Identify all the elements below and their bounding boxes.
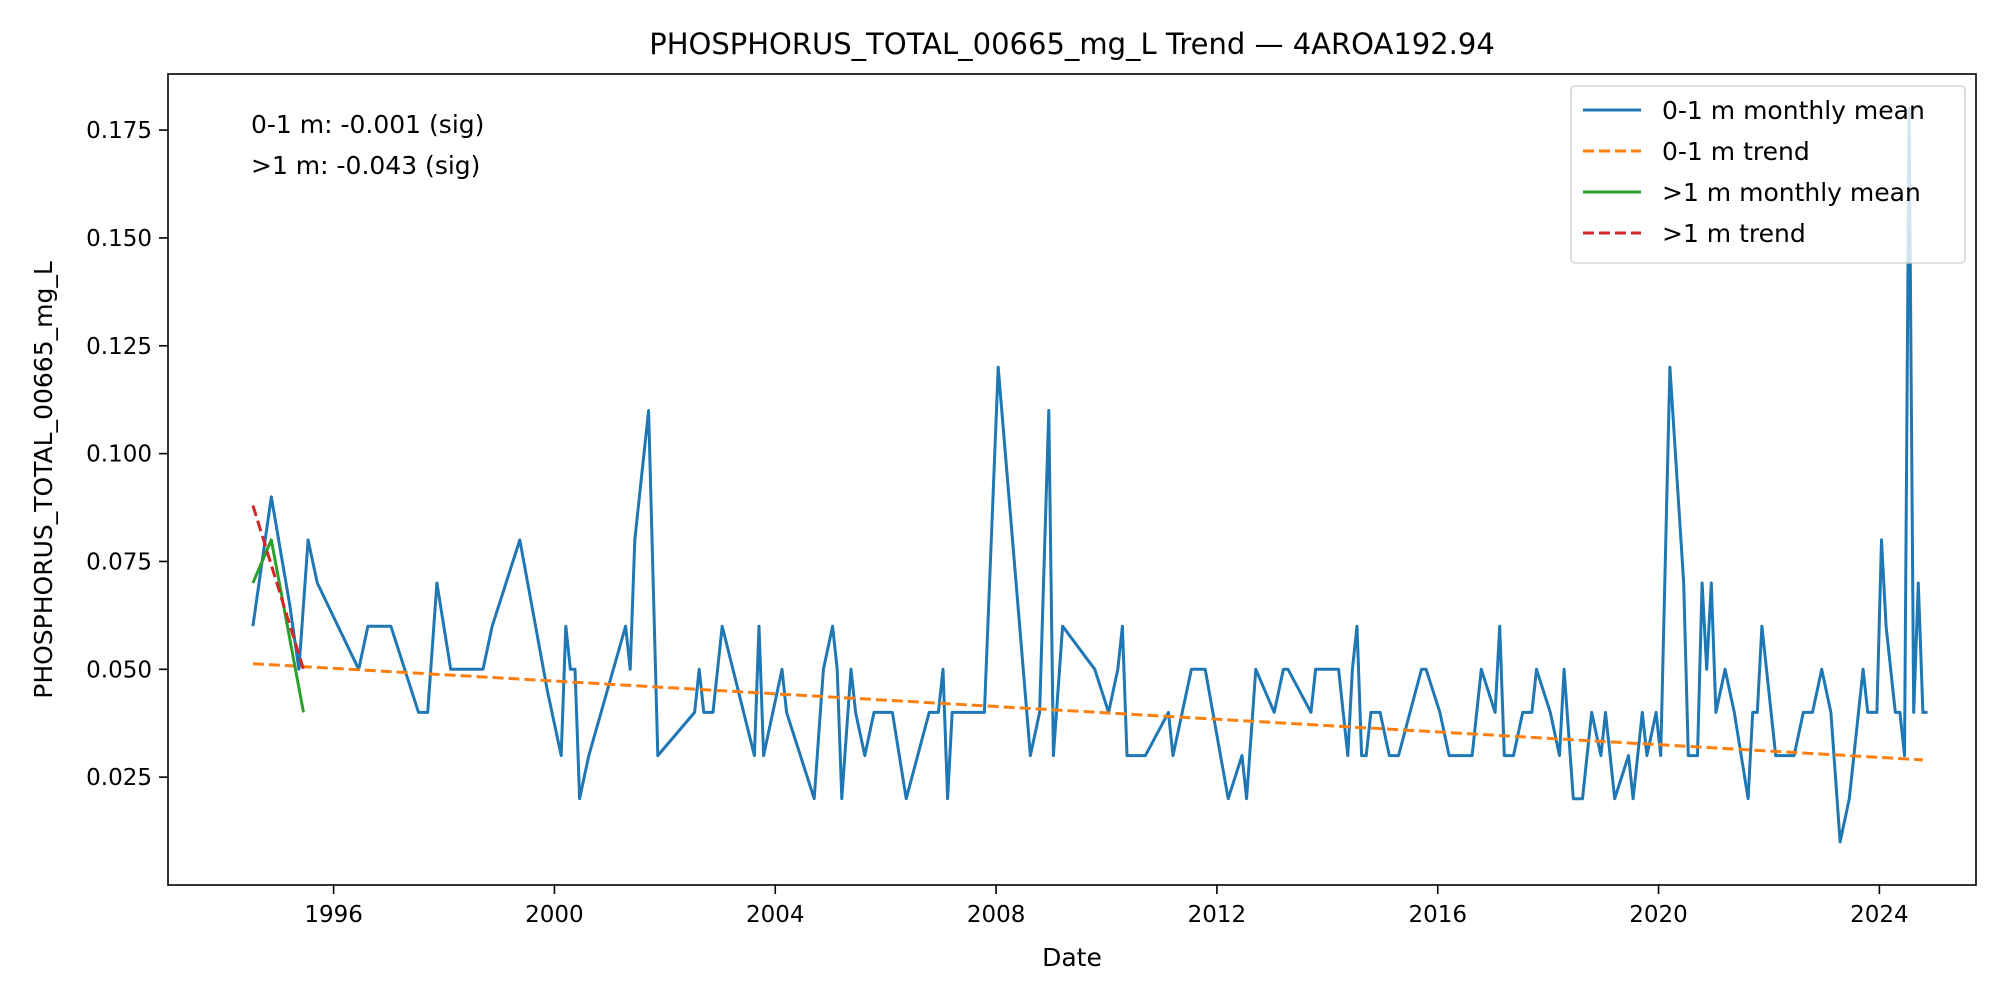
annotation-deep-slope: >1 m: -0.043 (sig) xyxy=(251,151,480,180)
y-axis-ticks: 0.025 0.050 0.075 0.100 0.125 0.150 0.175 xyxy=(86,118,168,791)
x-tick-label: 2024 xyxy=(1850,902,1909,928)
y-tick-label: 0.175 xyxy=(86,118,152,144)
series-line-0-1-m-trend xyxy=(252,662,1923,762)
x-tick-label: 2004 xyxy=(746,902,805,928)
y-axis-label: PHOSPHORUS_TOTAL_00665_mg_L xyxy=(29,261,58,699)
y-tick-label: 0.150 xyxy=(86,226,152,252)
x-tick-label: 2016 xyxy=(1408,902,1467,928)
annotation-surface-slope: 0-1 m: -0.001 (sig) xyxy=(251,110,484,139)
y-tick-label: 0.100 xyxy=(86,442,152,468)
legend-label: >1 m trend xyxy=(1662,219,1806,248)
chart-title: PHOSPHORUS_TOTAL_00665_mg_L Trend — 4ARO… xyxy=(649,27,1495,61)
series-line-1-m-monthly-mean xyxy=(251,538,305,713)
legend-label: 0-1 m monthly mean xyxy=(1662,96,1925,125)
plot-series xyxy=(251,107,1928,844)
x-tick-label: 2008 xyxy=(967,902,1026,928)
y-tick-label: 0.125 xyxy=(86,334,152,360)
y-tick-label: 0.075 xyxy=(86,549,152,575)
y-tick-label: 0.025 xyxy=(86,765,152,791)
plot-frame xyxy=(167,73,1977,886)
legend-label: >1 m monthly mean xyxy=(1662,178,1921,207)
x-tick-label: 2020 xyxy=(1629,902,1688,928)
series-line-1-m-trend xyxy=(251,504,305,670)
x-tick-label: 2012 xyxy=(1188,902,1247,928)
x-axis-ticks: 1996 2000 2004 2008 2012 2016 2020 2024 xyxy=(304,885,1909,928)
series-line-0-1-m-monthly-mean xyxy=(251,107,1928,844)
legend-label: 0-1 m trend xyxy=(1662,137,1810,166)
legend: 0-1 m monthly mean 0-1 m trend >1 m monthl… xyxy=(1570,85,1966,264)
x-tick-label: 2000 xyxy=(525,902,584,928)
x-tick-label: 1996 xyxy=(304,902,363,928)
y-tick-label: 0.050 xyxy=(86,657,152,683)
legend-box xyxy=(1570,85,1966,264)
x-axis-label: Date xyxy=(1042,943,1102,972)
